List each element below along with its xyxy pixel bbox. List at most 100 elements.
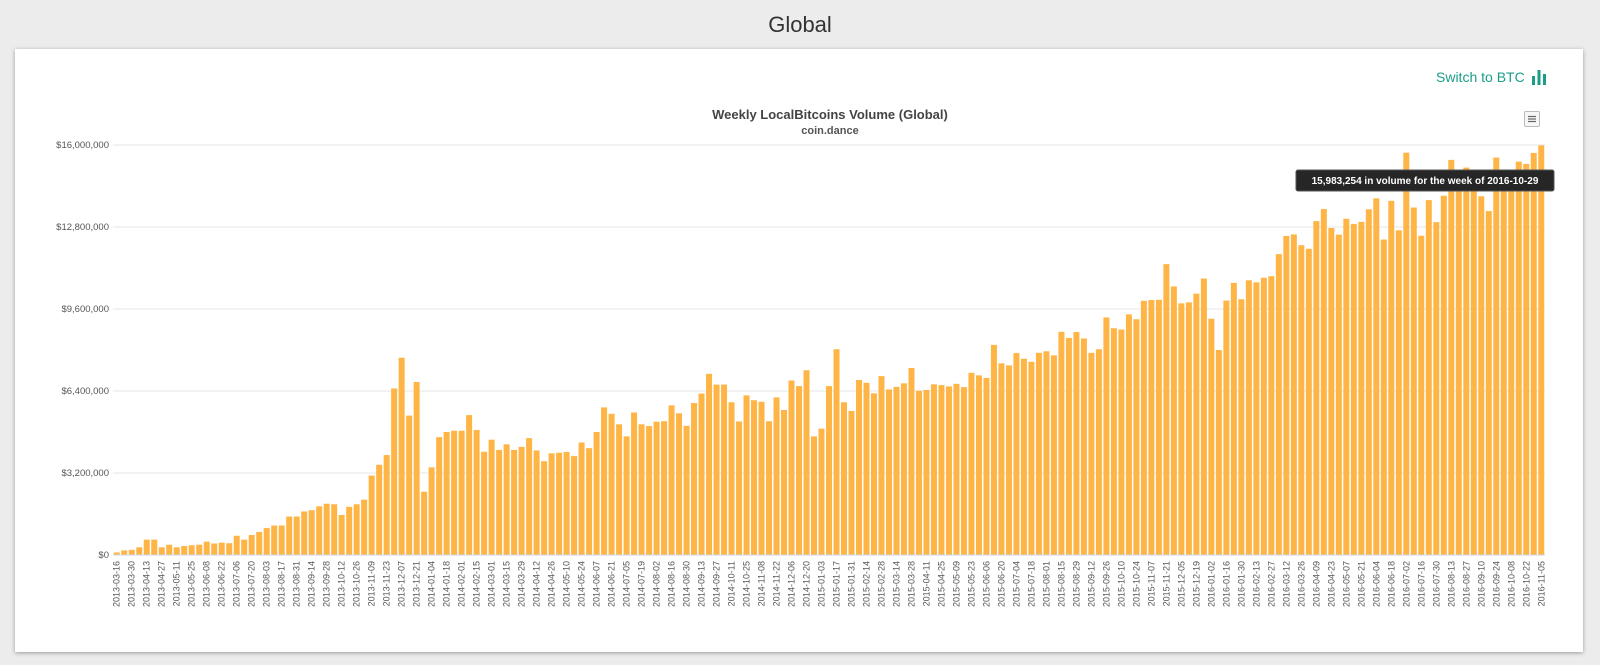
bar[interactable] xyxy=(1268,276,1275,555)
bar[interactable] xyxy=(481,451,488,555)
bar[interactable] xyxy=(1065,337,1072,555)
bar[interactable] xyxy=(721,384,728,555)
bar[interactable] xyxy=(698,393,705,555)
bar[interactable] xyxy=(938,385,945,555)
bar[interactable] xyxy=(1463,167,1470,556)
bar[interactable] xyxy=(286,516,293,555)
bar[interactable] xyxy=(143,539,150,556)
bar[interactable] xyxy=(908,367,915,555)
bar[interactable] xyxy=(196,544,203,555)
bar[interactable] xyxy=(1170,286,1177,555)
bar[interactable] xyxy=(511,449,518,555)
chart-menu-button[interactable] xyxy=(1524,111,1540,127)
bar[interactable] xyxy=(458,430,465,555)
bar[interactable] xyxy=(773,397,780,555)
bar[interactable] xyxy=(331,504,338,555)
bar[interactable] xyxy=(1080,338,1087,555)
bar[interactable] xyxy=(451,430,458,555)
bar[interactable] xyxy=(1035,352,1042,555)
bar[interactable] xyxy=(113,552,120,555)
bar[interactable] xyxy=(436,437,443,556)
bar[interactable] xyxy=(1358,221,1365,556)
bar[interactable] xyxy=(1155,299,1162,555)
bar[interactable] xyxy=(188,545,195,555)
bar[interactable] xyxy=(1223,300,1230,555)
bar[interactable] xyxy=(1485,211,1492,556)
bar[interactable] xyxy=(1200,278,1207,555)
bar[interactable] xyxy=(1493,157,1500,555)
bar[interactable] xyxy=(233,535,240,555)
bar[interactable] xyxy=(1043,351,1050,555)
bar[interactable] xyxy=(1448,159,1455,556)
bar[interactable] xyxy=(900,383,907,555)
bar[interactable] xyxy=(968,372,975,555)
bar[interactable] xyxy=(661,421,668,555)
bar[interactable] xyxy=(788,380,795,555)
bar[interactable] xyxy=(593,432,600,555)
bar[interactable] xyxy=(563,451,570,555)
bar[interactable] xyxy=(1350,223,1357,555)
bar[interactable] xyxy=(818,428,825,555)
bar[interactable] xyxy=(316,506,323,555)
bar[interactable] xyxy=(1275,254,1282,555)
bar[interactable] xyxy=(945,386,952,555)
bar[interactable] xyxy=(586,448,593,555)
bar[interactable] xyxy=(676,413,683,555)
bar[interactable] xyxy=(811,436,818,555)
bar[interactable] xyxy=(893,386,900,555)
bar[interactable] xyxy=(1103,317,1110,555)
bar[interactable] xyxy=(1425,200,1432,555)
bar[interactable] xyxy=(158,547,165,555)
bar[interactable] xyxy=(923,389,930,555)
bar[interactable] xyxy=(848,410,855,555)
bar[interactable] xyxy=(870,393,877,555)
bar[interactable] xyxy=(398,357,405,555)
bar[interactable] xyxy=(826,386,832,555)
bar[interactable] xyxy=(361,499,368,555)
bar[interactable] xyxy=(863,382,870,555)
bar[interactable] xyxy=(1140,300,1147,555)
bar[interactable] xyxy=(1335,234,1342,555)
bar[interactable] xyxy=(1050,355,1057,555)
bar[interactable] xyxy=(128,549,135,556)
bar[interactable] xyxy=(878,376,885,555)
bar[interactable] xyxy=(1538,145,1545,555)
bar[interactable] xyxy=(406,415,413,555)
bar[interactable] xyxy=(556,452,563,555)
bar[interactable] xyxy=(960,387,967,555)
bar[interactable] xyxy=(526,438,533,555)
bar[interactable] xyxy=(1020,358,1027,555)
bar[interactable] xyxy=(1298,245,1305,555)
bar[interactable] xyxy=(646,426,653,555)
bar[interactable] xyxy=(855,379,862,555)
bar[interactable] xyxy=(713,384,720,555)
bar[interactable] xyxy=(1245,280,1252,555)
bar[interactable] xyxy=(473,429,480,555)
bar[interactable] xyxy=(443,432,450,555)
bar[interactable] xyxy=(1178,303,1185,555)
bar[interactable] xyxy=(631,412,638,555)
bar[interactable] xyxy=(578,442,585,555)
bar[interactable] xyxy=(383,455,390,555)
bar[interactable] xyxy=(1193,293,1200,556)
bar[interactable] xyxy=(796,386,803,555)
bar[interactable] xyxy=(346,506,353,555)
bar[interactable] xyxy=(728,402,735,555)
bar[interactable] xyxy=(1185,302,1192,555)
bar[interactable] xyxy=(413,382,420,555)
bar[interactable] xyxy=(841,402,847,555)
bar[interactable] xyxy=(1515,161,1522,555)
bar[interactable] xyxy=(1028,361,1035,555)
bar[interactable] xyxy=(496,449,503,555)
bar[interactable] xyxy=(751,400,758,555)
bar[interactable] xyxy=(1253,282,1260,555)
bar[interactable] xyxy=(885,389,892,555)
bar[interactable] xyxy=(1388,200,1395,556)
bar[interactable] xyxy=(218,542,225,555)
bar[interactable] xyxy=(616,424,623,555)
bar[interactable] xyxy=(248,535,255,555)
bar[interactable] xyxy=(278,525,285,555)
bar[interactable] xyxy=(1133,319,1140,555)
bar[interactable] xyxy=(766,421,773,555)
bar[interactable] xyxy=(1328,228,1335,555)
